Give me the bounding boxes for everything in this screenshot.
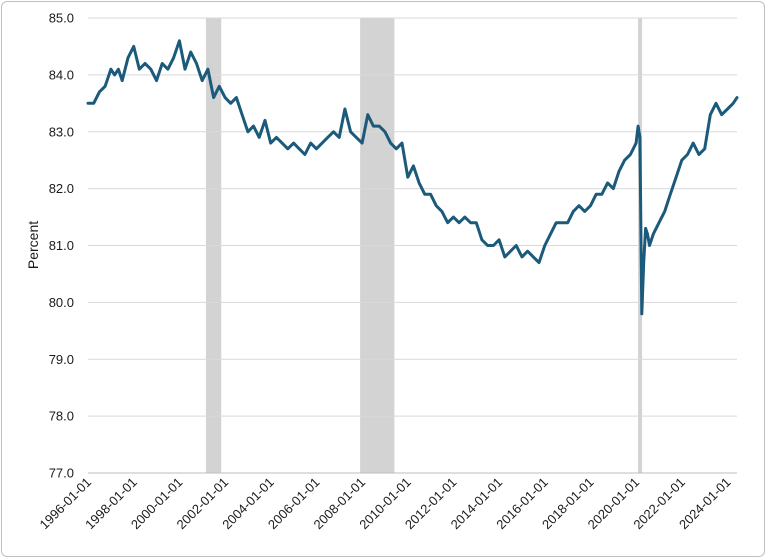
y-tick-label: 81.0 [49,238,74,253]
y-tick-label: 84.0 [49,67,74,82]
y-axis-label: Percent [25,221,41,269]
y-tick-label: 85.0 [49,11,74,26]
x-axis-ticks: 1996-01-011998-01-012000-01-012002-01-01… [36,475,733,533]
series-line [86,39,739,316]
y-tick-label: 79.0 [49,352,74,367]
gridlines [88,17,737,474]
y-tick-label: 83.0 [49,124,74,139]
y-tick-label: 82.0 [49,181,74,196]
y-tick-label: 78.0 [49,409,74,424]
y-tick-label: 77.0 [49,466,74,481]
y-axis-ticks: 85.0 84.0 83.0 82.0 81.0 80.0 79.0 78.0 77.0 [49,11,74,481]
y-tick-label: 80.0 [49,295,74,310]
